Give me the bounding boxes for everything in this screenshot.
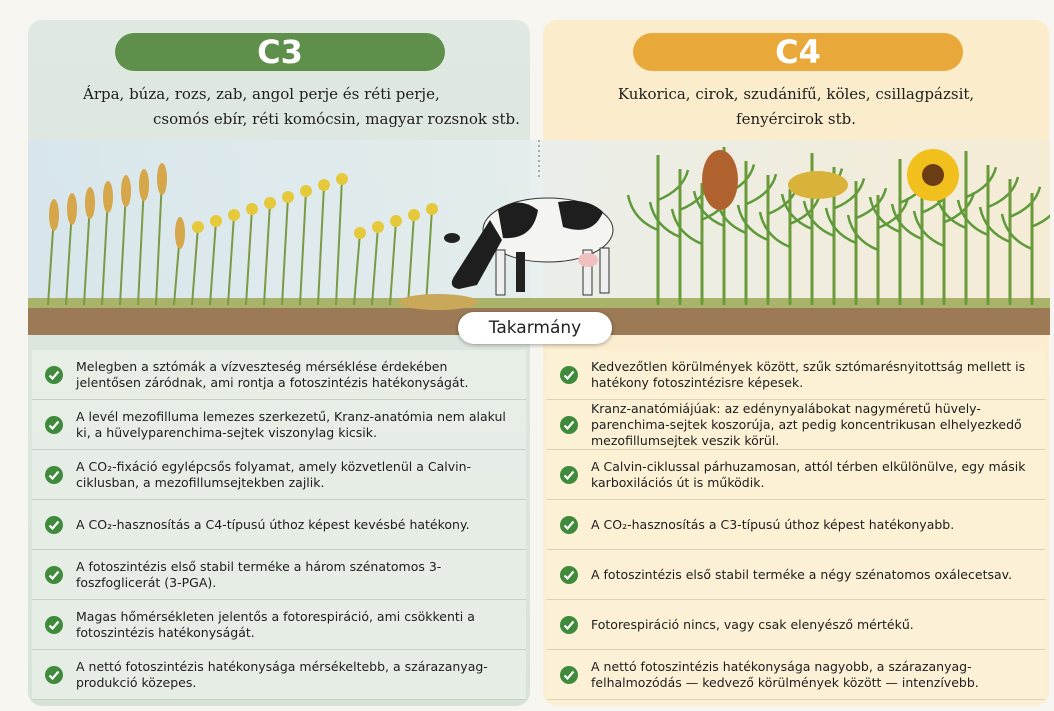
check-icon	[44, 515, 64, 535]
bullet-item: Melegben a sztómák a vízveszteség mérsék…	[32, 350, 526, 400]
check-icon	[44, 465, 64, 485]
bullet-item: A levél mezofilluma lemezes szerkezetű, …	[32, 400, 526, 450]
bullet-text: A levél mezofilluma lemezes szerkezetű, …	[76, 409, 516, 441]
bullet-text: A CO₂-hasznosítás a C3-típusú úthoz képe…	[591, 517, 954, 533]
check-icon	[559, 615, 579, 635]
plant-line: Kukorica, cirok, szudánifű, köles, csill…	[543, 82, 1049, 107]
bullet-item: A fotoszintézis első stabil terméke a né…	[547, 550, 1045, 600]
check-icon	[559, 565, 579, 585]
check-icon	[44, 565, 64, 585]
bullet-text: A fotoszintézis első stabil terméke a há…	[76, 559, 516, 591]
center-label: Takarmány	[458, 312, 612, 344]
bullet-item: Magas hőmérsékleten jelentős a fotorespi…	[32, 600, 526, 650]
bullet-item: A CO₂-hasznosítás a C3-típusú úthoz képe…	[547, 500, 1045, 550]
c3-list: Melegben a sztómák a vízveszteség mérsék…	[32, 350, 526, 700]
c3-plants: Árpa, búza, rozs, zab, angol perje és ré…	[28, 82, 530, 132]
bullet-text: A Calvin-ciklussal párhuzamosan, attól t…	[591, 459, 1035, 491]
c4-plants: Kukorica, cirok, szudánifű, köles, csill…	[543, 82, 1049, 132]
check-icon	[44, 615, 64, 635]
c4-panel: C4 Kukorica, cirok, szudánifű, köles, cs…	[543, 20, 1049, 706]
c4-header: C4	[633, 33, 963, 71]
plant-line: fenyércirok stb.	[543, 107, 1049, 132]
plant-line: csomós ebír, réti komócsin, magyar rozsn…	[153, 107, 530, 132]
bullet-item: Kranz-anatómiájúak: az edénynyalábokat n…	[547, 400, 1045, 450]
check-icon	[559, 465, 579, 485]
bullet-text: A CO₂-fixáció egylépcsős folyamat, amely…	[76, 459, 516, 491]
bullet-text: Fotorespiráció nincs, vagy csak elenyész…	[591, 617, 914, 633]
bullet-item: A nettó fotoszintézis hatékonysága nagyo…	[547, 650, 1045, 700]
bullet-item: Kedvezőtlen körülmények között, szűk szt…	[547, 350, 1045, 400]
bullet-item: Fotorespiráció nincs, vagy csak elenyész…	[547, 600, 1045, 650]
bullet-text: A CO₂-hasznosítás a C4-típusú úthoz képe…	[76, 517, 470, 533]
check-icon	[559, 515, 579, 535]
check-icon	[44, 415, 64, 435]
c3-header: C3	[115, 33, 445, 71]
bullet-text: A nettó fotoszintézis hatékonysága nagyo…	[591, 659, 1035, 691]
bullet-item: A nettó fotoszintézis hatékonysága mérsé…	[32, 650, 526, 700]
bullet-text: A nettó fotoszintézis hatékonysága mérsé…	[76, 659, 516, 691]
bullet-item: A Calvin-ciklussal párhuzamosan, attól t…	[547, 450, 1045, 500]
page: C3 Árpa, búza, rozs, zab, angol perje és…	[0, 0, 1054, 711]
check-icon	[559, 365, 579, 385]
check-icon	[559, 415, 579, 435]
plant-line: Árpa, búza, rozs, zab, angol perje és ré…	[83, 82, 530, 107]
check-icon	[44, 665, 64, 685]
check-icon	[559, 665, 579, 685]
bullet-text: A fotoszintézis első stabil terméke a né…	[591, 567, 1012, 583]
c4-list: Kedvezőtlen körülmények között, szűk szt…	[547, 350, 1045, 700]
check-icon	[44, 365, 64, 385]
bullet-text: Melegben a sztómák a vízveszteség mérsék…	[76, 359, 516, 391]
bullet-text: Kedvezőtlen körülmények között, szűk szt…	[591, 359, 1035, 391]
bullet-item: A fotoszintézis első stabil terméke a há…	[32, 550, 526, 600]
c3-panel: C3 Árpa, búza, rozs, zab, angol perje és…	[28, 20, 530, 706]
illustration	[28, 140, 1050, 335]
bullet-item: A CO₂-fixáció egylépcsős folyamat, amely…	[32, 450, 526, 500]
bullet-text: Magas hőmérsékleten jelentős a fotorespi…	[76, 609, 516, 641]
bullet-item: A CO₂-hasznosítás a C4-típusú úthoz képe…	[32, 500, 526, 550]
bullet-text: Kranz-anatómiájúak: az edénynyalábokat n…	[591, 401, 1035, 449]
